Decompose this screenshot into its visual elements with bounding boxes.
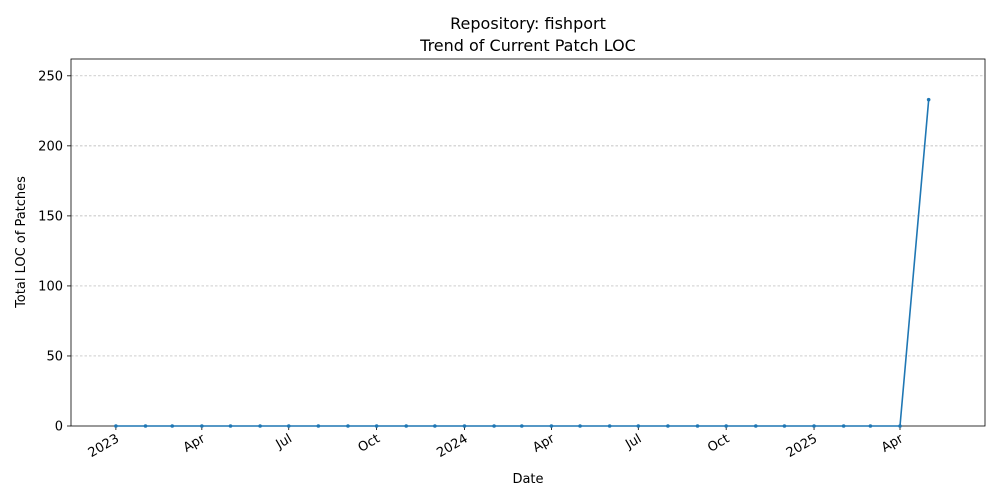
data-point xyxy=(812,424,816,428)
data-point xyxy=(404,424,409,428)
data-point xyxy=(258,424,262,428)
data-point xyxy=(143,424,148,428)
data-point xyxy=(753,424,758,428)
data-point xyxy=(170,424,175,428)
chart-title: Repository: fishport xyxy=(450,14,606,33)
data-point xyxy=(782,424,787,428)
x-axis-ticks: 2023 Apr Jul Oct 2024 Apr Jul Oct 2025 Apr xyxy=(86,426,907,461)
x-tick-label: 2025 xyxy=(784,431,820,461)
y-gridlines xyxy=(71,75,985,357)
data-point xyxy=(200,424,204,428)
data-point xyxy=(607,424,612,428)
x-tick-label: Jul xyxy=(273,431,295,452)
x-tick-label: Oct xyxy=(705,431,732,455)
data-point xyxy=(286,424,291,428)
plot-frame xyxy=(70,58,986,427)
data-point xyxy=(462,424,467,428)
data-point xyxy=(868,424,873,428)
data-point xyxy=(316,424,321,428)
data-point xyxy=(695,424,700,428)
data-point xyxy=(519,424,524,428)
data-point xyxy=(433,424,437,428)
data-point xyxy=(841,424,846,428)
data-point xyxy=(898,424,902,428)
data-point xyxy=(114,424,118,428)
data-point xyxy=(724,424,728,428)
y-tick-label: 150 xyxy=(38,209,63,224)
x-tick-label: 2024 xyxy=(434,431,470,461)
data-point xyxy=(636,424,641,428)
x-tick-label: Apr xyxy=(530,431,558,456)
y-tick-label: 200 xyxy=(38,139,63,154)
series-points xyxy=(114,97,931,428)
x-tick-label: Oct xyxy=(356,431,383,455)
data-point xyxy=(492,424,496,428)
y-tick-label: 100 xyxy=(38,279,63,294)
data-point xyxy=(666,424,670,428)
data-point xyxy=(228,424,233,428)
data-point xyxy=(549,424,554,428)
series-line xyxy=(115,99,930,427)
y-tick-label: 50 xyxy=(46,349,63,364)
y-tick-label: 250 xyxy=(38,69,63,84)
x-tick-label: Apr xyxy=(879,431,907,456)
data-point xyxy=(374,424,379,428)
chart-subtitle: Trend of Current Patch LOC xyxy=(419,36,636,55)
data-point xyxy=(926,97,931,102)
x-tick-label: 2023 xyxy=(86,431,122,461)
x-tick-label: Jul xyxy=(622,431,644,452)
data-point xyxy=(578,424,582,428)
y-axis-label: Total LOC of Patches xyxy=(14,176,29,309)
y-axis-ticks: 0 50 100 150 200 250 xyxy=(38,69,71,435)
x-axis-label: Date xyxy=(512,472,543,487)
data-point xyxy=(346,424,350,428)
y-tick-label: 0 xyxy=(55,420,63,435)
x-tick-label: Apr xyxy=(181,431,209,456)
